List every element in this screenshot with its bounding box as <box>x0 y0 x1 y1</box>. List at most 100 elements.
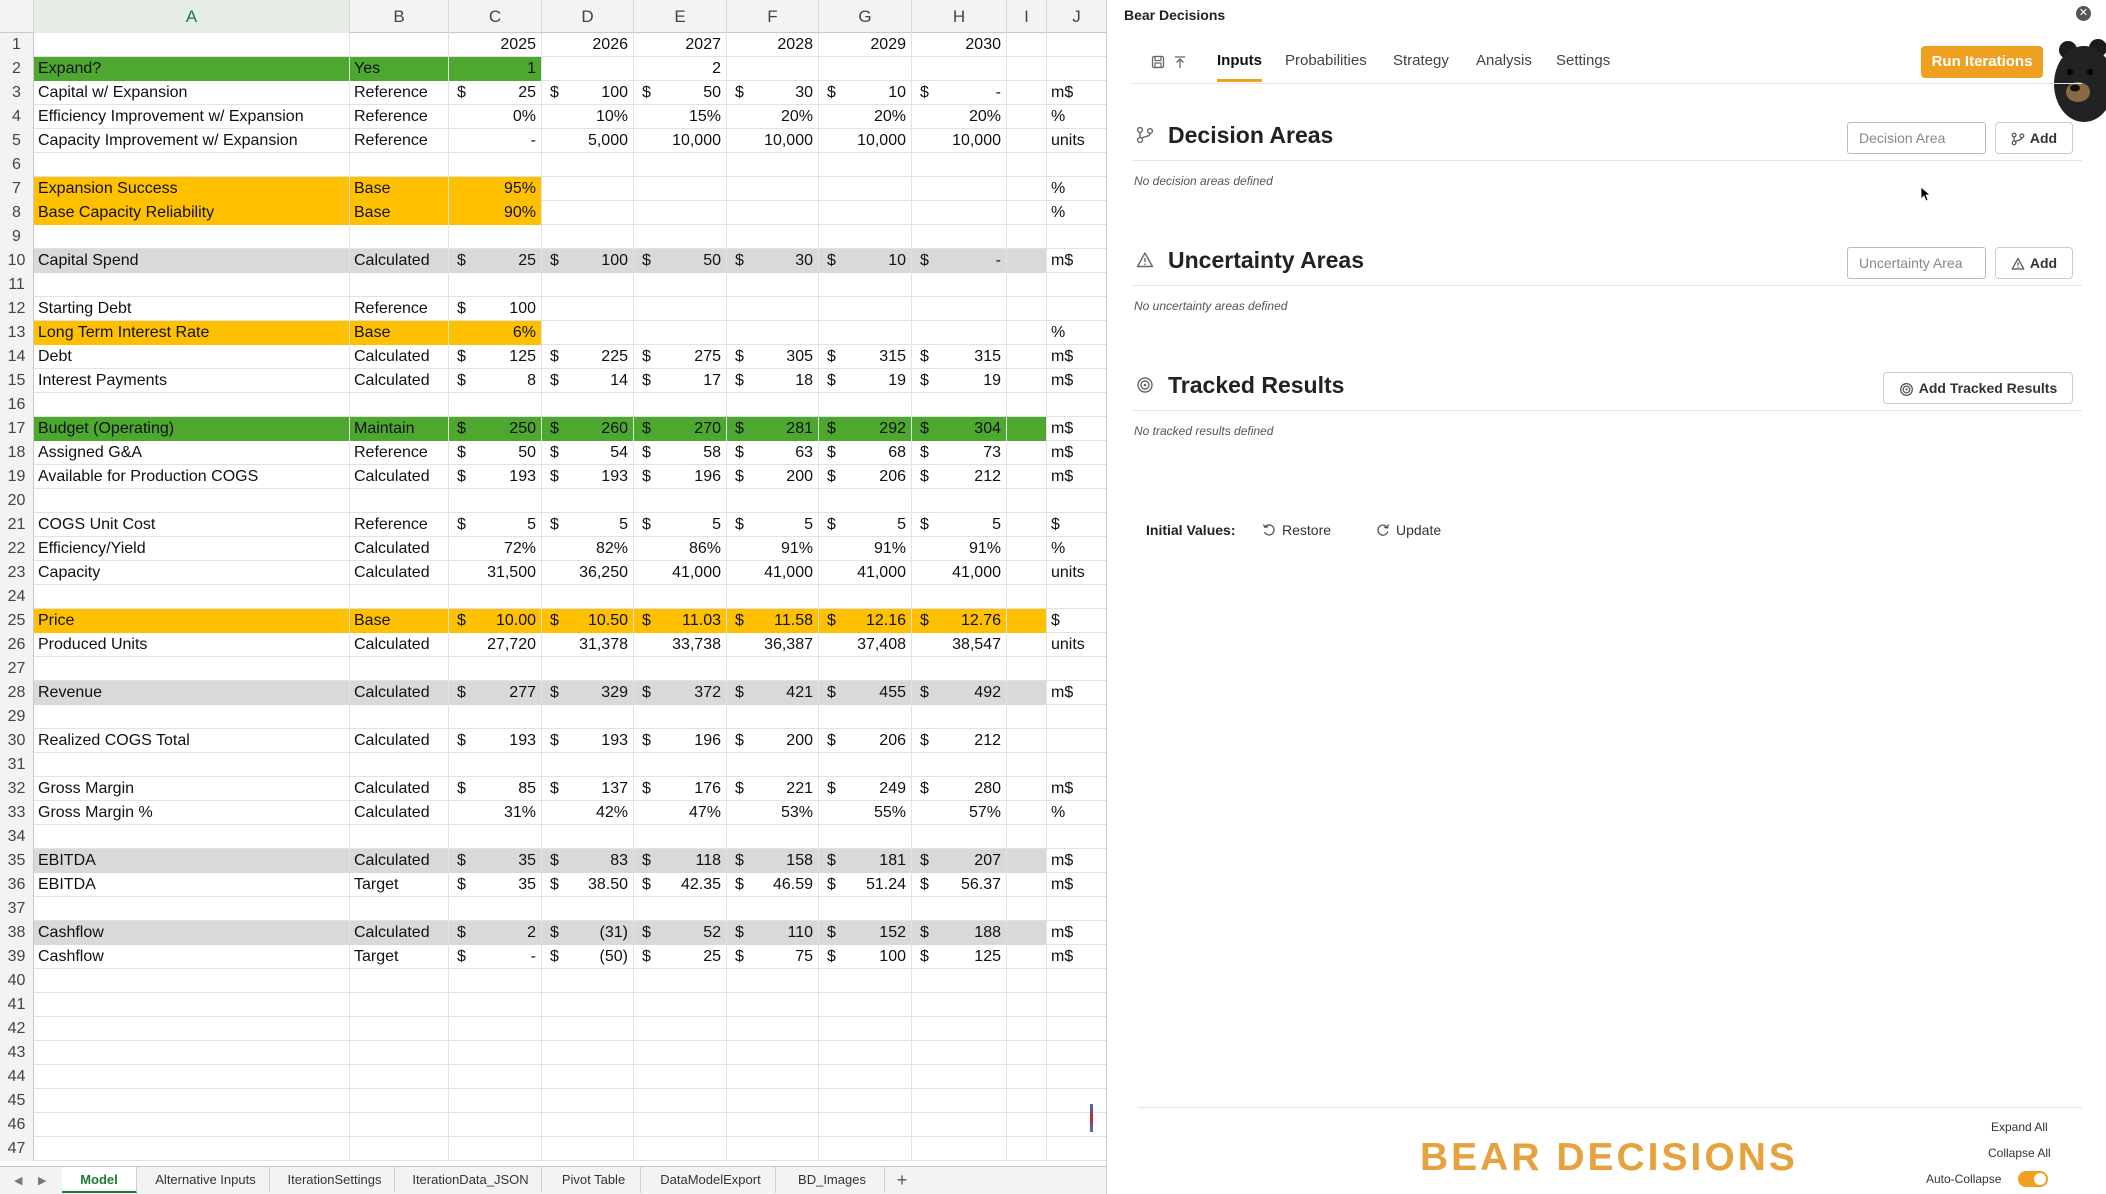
unit-cell[interactable] <box>1047 1017 1106 1041</box>
row-number[interactable]: 14 <box>0 345 34 369</box>
save-icon[interactable] <box>1150 55 1166 71</box>
value-cell[interactable]: 41,000 <box>727 561 819 585</box>
unit-cell[interactable]: m$ <box>1047 369 1106 393</box>
value-cell[interactable]: $304 <box>912 417 1007 441</box>
value-cell[interactable] <box>727 1041 819 1065</box>
row-number[interactable]: 26 <box>0 633 34 657</box>
label-cell[interactable]: Assigned G&A <box>34 441 350 465</box>
row-number[interactable]: 46 <box>0 1113 34 1137</box>
value-cell[interactable] <box>819 393 912 417</box>
add-decision-area-button[interactable]: Add <box>1995 122 2073 154</box>
label-cell[interactable] <box>34 1017 350 1041</box>
empty-cell[interactable] <box>1007 417 1047 441</box>
value-cell[interactable] <box>819 153 912 177</box>
value-cell[interactable] <box>912 753 1007 777</box>
unit-cell[interactable] <box>1047 225 1106 249</box>
row-number[interactable]: 13 <box>0 321 34 345</box>
value-cell[interactable]: $ - <box>449 945 542 969</box>
value-cell[interactable]: $12.76 <box>912 609 1007 633</box>
value-cell[interactable] <box>727 585 819 609</box>
type-cell[interactable]: Calculated <box>350 777 449 801</box>
value-cell[interactable] <box>634 1017 727 1041</box>
sheet-tab[interactable]: BD_Images <box>780 1167 885 1193</box>
row-number[interactable]: 12 <box>0 297 34 321</box>
empty-cell[interactable] <box>1007 585 1047 609</box>
value-cell[interactable]: 10,000 <box>634 129 727 153</box>
value-cell[interactable]: $212 <box>912 729 1007 753</box>
row-number[interactable]: 28 <box>0 681 34 705</box>
value-cell[interactable]: $225 <box>542 345 634 369</box>
unit-cell[interactable]: m$ <box>1047 945 1106 969</box>
empty-cell[interactable] <box>1007 249 1047 273</box>
row-number[interactable]: 25 <box>0 609 34 633</box>
row-number[interactable]: 47 <box>0 1137 34 1161</box>
value-cell[interactable]: $305 <box>727 345 819 369</box>
value-cell[interactable]: $11.58 <box>727 609 819 633</box>
type-cell[interactable] <box>350 585 449 609</box>
column-header-a[interactable]: A <box>34 0 350 33</box>
row-number[interactable]: 40 <box>0 969 34 993</box>
value-cell[interactable] <box>912 57 1007 81</box>
label-cell[interactable]: Base Capacity Reliability <box>34 201 350 225</box>
unit-cell[interactable] <box>1047 393 1106 417</box>
value-cell[interactable]: $206 <box>819 465 912 489</box>
value-cell[interactable]: 90% <box>449 201 542 225</box>
label-cell[interactable]: Expansion Success <box>34 177 350 201</box>
value-cell[interactable]: - <box>449 129 542 153</box>
value-cell[interactable]: $30 <box>727 81 819 105</box>
label-cell[interactable] <box>34 33 350 57</box>
unit-cell[interactable] <box>1047 729 1106 753</box>
row-number[interactable]: 45 <box>0 1089 34 1113</box>
sheet-tab[interactable]: IterationData_JSON <box>400 1167 542 1193</box>
label-cell[interactable]: EBITDA <box>34 849 350 873</box>
value-cell[interactable]: $280 <box>912 777 1007 801</box>
type-cell[interactable]: Calculated <box>350 849 449 873</box>
run-iterations-button[interactable]: Run Iterations <box>1921 46 2043 78</box>
value-cell[interactable] <box>449 825 542 849</box>
unit-cell[interactable] <box>1047 297 1106 321</box>
value-cell[interactable] <box>449 273 542 297</box>
value-cell[interactable]: 2027 <box>634 33 727 57</box>
unit-cell[interactable] <box>1047 825 1106 849</box>
value-cell[interactable]: 42% <box>542 801 634 825</box>
value-cell[interactable] <box>634 273 727 297</box>
unit-cell[interactable]: % <box>1047 105 1106 129</box>
unit-cell[interactable] <box>1047 273 1106 297</box>
type-cell[interactable] <box>350 969 449 993</box>
empty-cell[interactable] <box>1007 609 1047 633</box>
unit-cell[interactable] <box>1047 1065 1106 1089</box>
value-cell[interactable]: $492 <box>912 681 1007 705</box>
value-cell[interactable] <box>634 657 727 681</box>
value-cell[interactable]: $2 <box>449 921 542 945</box>
type-cell[interactable] <box>350 897 449 921</box>
empty-cell[interactable] <box>1007 897 1047 921</box>
row-number[interactable]: 44 <box>0 1065 34 1089</box>
label-cell[interactable] <box>34 585 350 609</box>
label-cell[interactable] <box>34 1113 350 1137</box>
value-cell[interactable]: $35 <box>449 873 542 897</box>
value-cell[interactable]: $118 <box>634 849 727 873</box>
unit-cell[interactable]: $ <box>1047 513 1106 537</box>
value-cell[interactable] <box>634 321 727 345</box>
label-cell[interactable]: Revenue <box>34 681 350 705</box>
value-cell[interactable]: 10,000 <box>912 129 1007 153</box>
row-number[interactable]: 38 <box>0 921 34 945</box>
value-cell[interactable] <box>542 393 634 417</box>
value-cell[interactable] <box>727 969 819 993</box>
type-cell[interactable]: Reference <box>350 129 449 153</box>
decision-area-input[interactable]: Decision Area <box>1847 122 1986 154</box>
empty-cell[interactable] <box>1007 873 1047 897</box>
value-cell[interactable]: $14 <box>542 369 634 393</box>
unit-cell[interactable] <box>1047 1113 1106 1137</box>
value-cell[interactable] <box>727 393 819 417</box>
unit-cell[interactable] <box>1047 153 1106 177</box>
value-cell[interactable] <box>542 1137 634 1161</box>
empty-cell[interactable] <box>1007 441 1047 465</box>
label-cell[interactable]: Price <box>34 609 350 633</box>
value-cell[interactable]: $8 <box>449 369 542 393</box>
value-cell[interactable] <box>634 177 727 201</box>
type-cell[interactable]: Calculated <box>350 561 449 585</box>
value-cell[interactable] <box>542 153 634 177</box>
label-cell[interactable]: Long Term Interest Rate <box>34 321 350 345</box>
value-cell[interactable]: $329 <box>542 681 634 705</box>
